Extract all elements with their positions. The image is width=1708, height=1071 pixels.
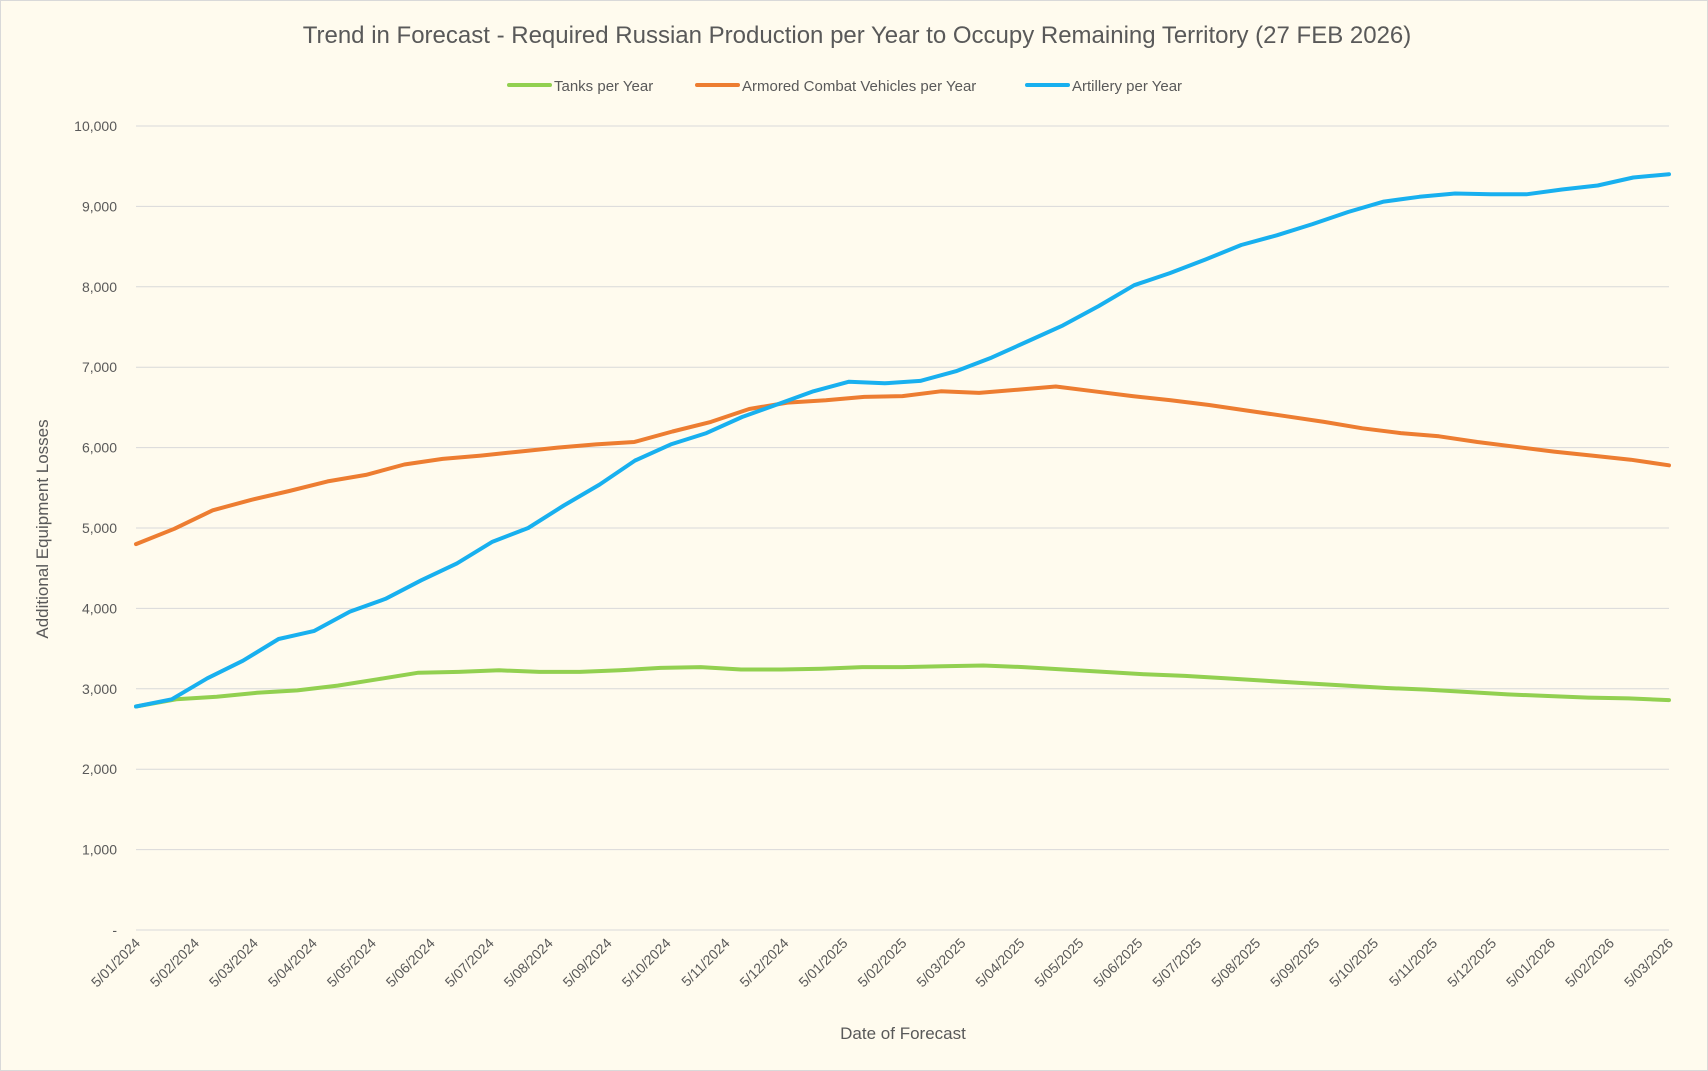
x-tick-label: 5/05/2025 bbox=[1031, 935, 1087, 991]
y-tick-label: 10,000 bbox=[74, 118, 117, 134]
x-tick-label: 5/03/2026 bbox=[1621, 935, 1677, 991]
y-tick-label: 1,000 bbox=[82, 842, 117, 858]
series-line-3 bbox=[134, 172, 1671, 709]
y-axis-ticks: - 1,000 2,000 3,000 4,000 5,000 6,000 7,000 8,00… bbox=[74, 118, 117, 938]
x-tick-label: 5/03/2024 bbox=[206, 935, 262, 991]
x-tick-label: 5/09/2024 bbox=[559, 935, 615, 991]
legend: Tanks per Year Armored Combat Vehicles pe… bbox=[507, 78, 1182, 95]
legend-label: Tanks per Year bbox=[554, 78, 653, 95]
x-tick-label: 5/08/2024 bbox=[500, 935, 556, 991]
x-tick-label: 5/12/2024 bbox=[736, 935, 792, 991]
legend-label: Armored Combat Vehicles per Year bbox=[742, 78, 976, 95]
y-tick-label: 6,000 bbox=[82, 440, 117, 456]
x-tick-label: 5/05/2024 bbox=[324, 935, 380, 991]
gridlines bbox=[136, 125, 1669, 931]
x-tick-label: 5/12/2025 bbox=[1444, 935, 1500, 991]
x-tick-label: 5/07/2024 bbox=[442, 935, 498, 991]
x-tick-label: 5/09/2025 bbox=[1267, 935, 1323, 991]
y-tick-label: 8,000 bbox=[82, 279, 117, 295]
x-tick-label: 5/02/2025 bbox=[854, 935, 910, 991]
x-tick-label: 5/07/2025 bbox=[1149, 935, 1205, 991]
x-axis-ticks: 5/01/2024 5/02/2024 5/03/2024 5/04/2024 5/05… bbox=[88, 935, 1677, 991]
x-tick-label: 5/11/2025 bbox=[1386, 935, 1441, 990]
y-tick-label: 9,000 bbox=[82, 198, 117, 214]
x-tick-label: 5/02/2024 bbox=[147, 935, 203, 991]
x-tick-label: 5/11/2024 bbox=[678, 935, 733, 990]
x-tick-label: 5/04/2024 bbox=[265, 935, 321, 991]
x-tick-label: 5/04/2025 bbox=[972, 935, 1028, 991]
chart-title: Trend in Forecast - Required Russian Pro… bbox=[303, 22, 1412, 49]
series-line-1 bbox=[134, 663, 1671, 709]
x-axis-title: Date of Forecast bbox=[840, 1024, 966, 1043]
x-tick-label: 5/01/2024 bbox=[88, 935, 144, 991]
y-tick-label: 3,000 bbox=[82, 681, 117, 697]
x-tick-label: 5/08/2025 bbox=[1208, 935, 1264, 991]
y-axis-title: Additional Equipment Losses bbox=[33, 419, 52, 638]
y-tick-label: - bbox=[112, 922, 117, 938]
x-tick-label: 5/01/2026 bbox=[1503, 935, 1559, 991]
y-tick-label: 2,000 bbox=[82, 761, 117, 777]
y-tick-label: 5,000 bbox=[82, 520, 117, 536]
x-tick-label: 5/06/2024 bbox=[383, 935, 439, 991]
x-tick-label: 5/10/2025 bbox=[1326, 935, 1382, 991]
x-tick-label: 5/02/2026 bbox=[1562, 935, 1618, 991]
legend-label: Artillery per Year bbox=[1072, 78, 1182, 95]
x-tick-label: 5/01/2025 bbox=[795, 935, 851, 991]
series-lines bbox=[134, 172, 1671, 709]
x-tick-label: 5/06/2025 bbox=[1090, 935, 1146, 991]
series-line-2 bbox=[134, 384, 1671, 547]
x-tick-label: 5/10/2024 bbox=[618, 935, 674, 991]
x-tick-label: 5/03/2025 bbox=[913, 935, 969, 991]
y-tick-label: 4,000 bbox=[82, 600, 117, 616]
y-tick-label: 7,000 bbox=[82, 359, 117, 375]
